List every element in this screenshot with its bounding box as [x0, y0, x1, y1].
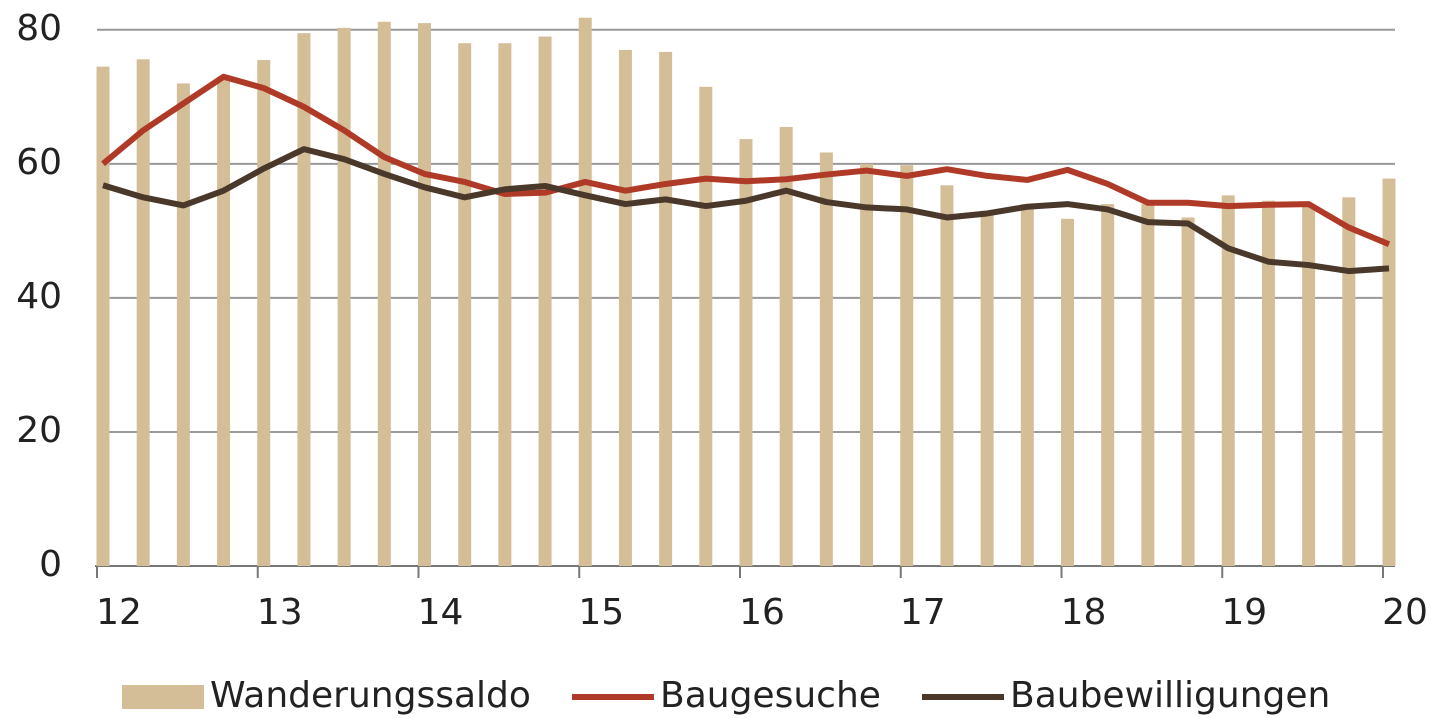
bar [860, 163, 874, 566]
bar [297, 33, 311, 567]
bar [618, 49, 632, 566]
bar [1141, 204, 1155, 567]
legend-swatch [122, 685, 204, 709]
bar [1221, 195, 1235, 566]
bar [980, 210, 994, 566]
bar [1382, 178, 1396, 566]
bar [176, 83, 190, 566]
x-tick-label: 17 [900, 592, 946, 633]
x-tick-label: 13 [257, 592, 303, 633]
x-tick-label: 14 [418, 592, 464, 633]
bar [538, 36, 552, 567]
bar [1342, 197, 1356, 566]
bar [337, 27, 351, 566]
bar [418, 23, 431, 567]
legend-label: Wanderungssaldo [210, 675, 531, 716]
bar [136, 59, 150, 567]
y-tick-label: 0 [39, 544, 62, 585]
bar [217, 76, 231, 566]
x-tick-label: 16 [739, 592, 785, 633]
bar [377, 21, 391, 567]
bar [1101, 204, 1115, 567]
bar [1061, 218, 1074, 567]
bar [819, 152, 833, 567]
bar [257, 59, 271, 566]
bar [96, 66, 110, 567]
x-tick-label: 20 [1382, 592, 1428, 633]
bar [779, 126, 793, 566]
bar [1181, 217, 1195, 566]
bar [1261, 200, 1275, 566]
bar [1302, 204, 1316, 567]
x-tick-label: 12 [96, 592, 142, 633]
y-tick-label: 60 [16, 142, 62, 183]
line [101, 73, 1391, 248]
line [102, 146, 1390, 275]
x-tick-label: 15 [578, 592, 624, 633]
legend-label: Baubewilligungen [1010, 675, 1330, 716]
bar [458, 43, 472, 566]
x-tick-label: 18 [1061, 592, 1107, 633]
bar [578, 17, 592, 566]
y-tick-label: 80 [16, 8, 62, 49]
bar [699, 86, 713, 567]
bar [739, 139, 753, 566]
y-tick-label: 40 [16, 276, 62, 317]
bar [659, 51, 673, 567]
y-tick-label: 20 [16, 410, 62, 451]
bar [498, 43, 512, 566]
bar [900, 165, 914, 566]
bar [1020, 204, 1034, 567]
legend-label: Baugesuche [660, 675, 881, 716]
bar [940, 185, 954, 567]
x-tick-label: 19 [1221, 592, 1267, 633]
